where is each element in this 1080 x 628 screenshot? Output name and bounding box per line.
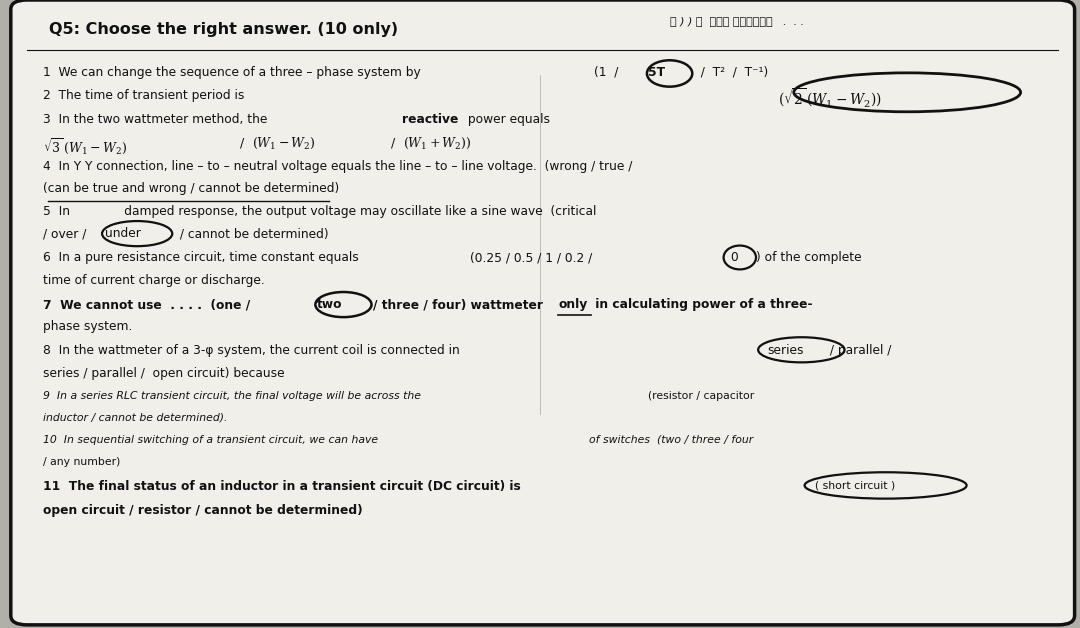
Text: Q5: Choose the right answer. (10 only): Q5: Choose the right answer. (10 only) <box>49 22 397 37</box>
Text: phase system.: phase system. <box>43 320 133 333</box>
Text: series: series <box>767 344 804 357</box>
Text: 8  In the wattmeter of a 3-φ system, the current coil is connected in: 8 In the wattmeter of a 3-φ system, the … <box>43 344 460 357</box>
Text: 5  In              damped response, the output voltage may oscillate like a sine: 5 In damped response, the output voltage… <box>43 205 596 218</box>
Text: ب ) ) ١  اسم المستر   .  . .: ب ) ) ١ اسم المستر . . . <box>670 16 804 26</box>
Text: 9  In a series RLC transient circuit, the final voltage will be across the: 9 In a series RLC transient circuit, the… <box>43 391 421 401</box>
Text: ) of the complete: ) of the complete <box>756 251 862 264</box>
Text: only: only <box>558 298 588 311</box>
Text: ( short circuit ): ( short circuit ) <box>815 480 895 490</box>
Text: open circuit / resistor / cannot be determined): open circuit / resistor / cannot be dete… <box>43 504 363 517</box>
Text: 2  The time of transient period is: 2 The time of transient period is <box>43 89 244 102</box>
Text: (can be true and wrong / cannot be determined): (can be true and wrong / cannot be deter… <box>43 182 339 195</box>
Text: /  $(W_1 + W_2))$: / $(W_1 + W_2))$ <box>383 136 472 151</box>
FancyBboxPatch shape <box>11 0 1075 625</box>
Text: /  T²  /  T⁻¹): / T² / T⁻¹) <box>693 66 769 79</box>
Text: of switches  (two / three / four: of switches (two / three / four <box>589 435 753 445</box>
Text: $\sqrt{3}\,(W_1 - W_2)$: $\sqrt{3}\,(W_1 - W_2)$ <box>43 136 127 156</box>
Text: (1  /: (1 / <box>594 66 626 79</box>
Text: 10  In sequential switching of a transient circuit, we can have: 10 In sequential switching of a transien… <box>43 435 378 445</box>
Text: inductor / cannot be determined).: inductor / cannot be determined). <box>43 413 228 423</box>
Text: series / parallel /  open circuit) because: series / parallel / open circuit) becaus… <box>43 367 285 380</box>
Text: in calculating power of a three-: in calculating power of a three- <box>591 298 812 311</box>
Text: under: under <box>105 227 140 241</box>
Text: 7  We cannot use  . . . .  (one /: 7 We cannot use . . . . (one / <box>43 298 251 311</box>
Text: (0.25 / 0.5 / 1 / 0.2 /: (0.25 / 0.5 / 1 / 0.2 / <box>470 251 592 264</box>
Text: reactive: reactive <box>402 113 458 126</box>
Text: /  $(W_1 - W_2)$: / $(W_1 - W_2)$ <box>232 136 315 151</box>
Text: 4  In Y Y connection, line – to – neutral voltage equals the line – to – line vo: 4 In Y Y connection, line – to – neutral… <box>43 160 633 173</box>
Text: 3  In the two wattmeter method, the: 3 In the two wattmeter method, the <box>43 113 271 126</box>
Text: / over /: / over / <box>43 227 94 241</box>
Text: $(\sqrt{2}\,(W_1 - W_2))$: $(\sqrt{2}\,(W_1 - W_2))$ <box>778 86 881 109</box>
Text: 0: 0 <box>730 251 738 264</box>
Text: / parallel /: / parallel / <box>826 344 892 357</box>
Text: power equals: power equals <box>464 113 551 126</box>
Text: time of current charge or discharge.: time of current charge or discharge. <box>43 274 265 288</box>
Text: 5T: 5T <box>648 66 665 79</box>
Text: (resistor / capacitor: (resistor / capacitor <box>648 391 754 401</box>
Text: 11  The final status of an inductor in a transient circuit (DC circuit) is: 11 The final status of an inductor in a … <box>43 480 521 494</box>
Text: two: two <box>316 298 342 311</box>
Text: / any number): / any number) <box>43 457 121 467</box>
Text: 1  We can change the sequence of a three – phase system by: 1 We can change the sequence of a three … <box>43 66 421 79</box>
Text: / three / four) wattmeter: / three / four) wattmeter <box>373 298 546 311</box>
Text: 6  In a pure resistance circuit, time constant equals: 6 In a pure resistance circuit, time con… <box>43 251 359 264</box>
Text: / cannot be determined): / cannot be determined) <box>176 227 328 241</box>
